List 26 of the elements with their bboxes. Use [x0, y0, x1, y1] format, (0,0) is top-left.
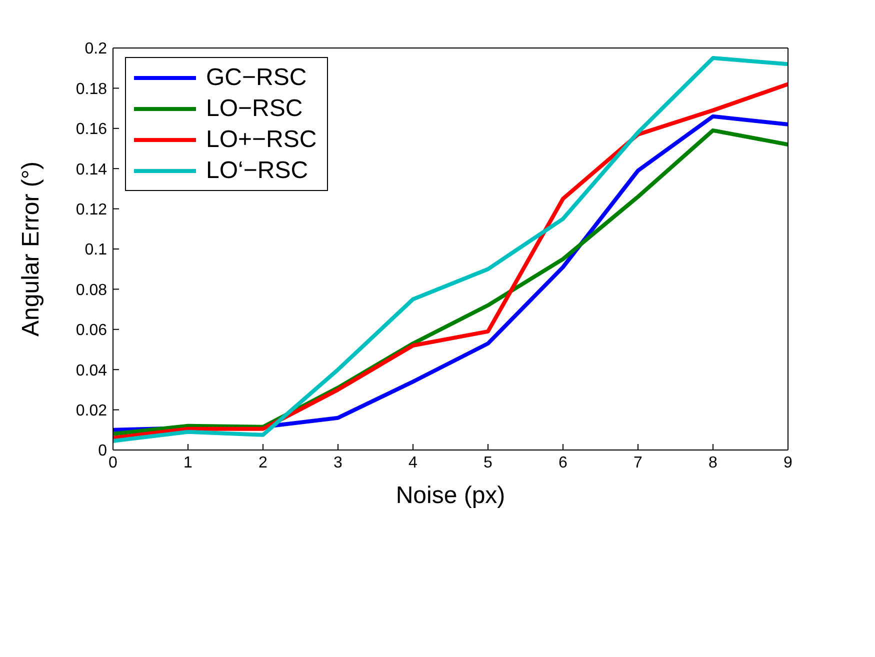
y-tick-label: 0.04	[76, 362, 108, 380]
x-tick-label: 1	[184, 454, 193, 472]
x-tick-label: 3	[334, 454, 343, 472]
y-tick-label: 0	[98, 442, 108, 460]
x-tick-label: 2	[258, 454, 268, 472]
y-tick-label: 0.2	[84, 40, 108, 58]
y-tick-label: 0.08	[76, 282, 108, 299]
x-axis-title: Noise (px)	[396, 482, 506, 509]
legend-label: LO−RSC	[206, 94, 303, 122]
x-tick-label: 8	[708, 454, 718, 472]
x-tick-label: 4	[408, 454, 418, 472]
x-tick-label: 6	[558, 454, 568, 472]
y-tick-label: 0.1	[84, 242, 108, 259]
legend-label: LO‘−RSC	[206, 156, 308, 184]
x-tick-label: 7	[634, 454, 643, 472]
y-axis-title: Angular Error (°)	[18, 162, 45, 336]
x-tick-label: 9	[784, 454, 793, 472]
legend-label: GC−RSC	[206, 64, 307, 92]
y-tick-label: 0.18	[76, 80, 108, 98]
x-tick-label: 5	[484, 454, 493, 472]
legend-label: LO+−RSC	[206, 126, 317, 154]
y-tick-label: 0.06	[76, 322, 108, 340]
y-tick-label: 0.14	[76, 161, 108, 178]
y-tick-label: 0.02	[76, 402, 108, 420]
y-tick-label: 0.12	[76, 201, 108, 218]
y-tick-label: 0.16	[76, 121, 108, 138]
